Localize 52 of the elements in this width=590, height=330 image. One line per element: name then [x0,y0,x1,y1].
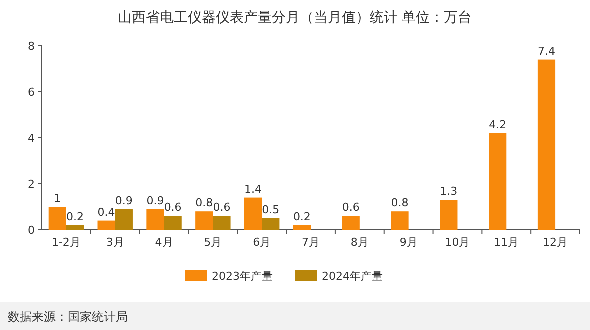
y-tick-label: 4 [28,132,35,145]
bar [66,225,84,230]
x-tick-label: 10月 [445,236,470,249]
x-tick-label: 8月 [350,236,369,249]
data-label: 1 [54,192,62,205]
x-tick-label: 3月 [106,236,124,249]
data-label: 0.6 [164,201,182,214]
x-tick-label: 1-2月 [52,236,81,249]
bar [538,60,556,230]
legend-label: 2024年产量 [322,270,383,283]
x-tick-label: 12月 [543,236,568,249]
bar [342,216,360,230]
data-label: 1.3 [440,185,458,198]
bar [164,216,182,230]
bar [196,212,214,230]
data-label: 0.8 [196,196,214,210]
data-label: 0.2 [66,210,84,224]
bar [48,207,66,230]
x-tick-label: 11月 [494,236,520,249]
y-tick-label: 0 [28,224,35,237]
bar [262,218,280,230]
source-note: 数据来源：国家统计局 [8,310,128,324]
legend-label: 2023年产量 [212,270,273,283]
bar [213,216,231,230]
y-tick-label: 6 [28,86,35,99]
x-tick-label: 7月 [302,236,320,249]
data-label: 0.9 [115,194,133,208]
bar [146,209,164,230]
x-tick-label: 4月 [155,236,174,249]
data-label: 4.2 [489,118,507,132]
bar [440,200,458,230]
data-label: 0.5 [262,204,280,216]
data-label: 7.4 [538,44,556,58]
bar [98,220,116,230]
chart-title: 山西省电工仪器仪表产量分月（当月值）统计 单位：万台 [118,10,472,26]
bar [293,225,311,230]
bar [244,198,262,230]
data-label: 0.6 [342,201,360,214]
data-label: 0.6 [213,201,231,214]
x-tick-label: 5月 [204,236,222,249]
data-label: 0.8 [391,196,409,210]
bar [489,133,507,230]
y-tick-label: 8 [28,40,35,53]
bar [391,212,409,230]
data-label: 0.9 [146,194,164,208]
bar [115,209,133,230]
x-tick-label: 6月 [253,236,272,249]
data-label: 0.2 [293,210,311,224]
data-label: 0.4 [98,206,116,219]
x-tick-label: 9月 [400,236,418,249]
y-tick-label: 2 [28,178,35,191]
data-label: 1.4 [244,182,262,196]
